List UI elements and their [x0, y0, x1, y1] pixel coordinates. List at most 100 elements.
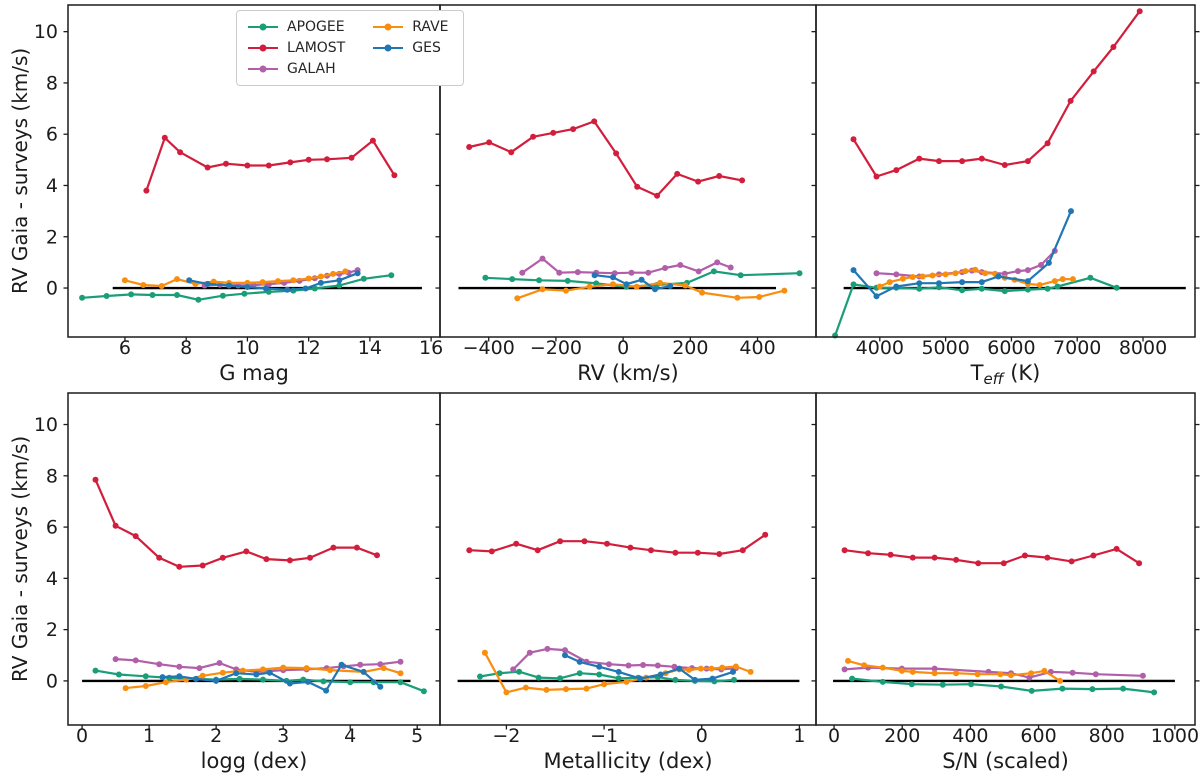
- data-point-marker: [606, 661, 612, 668]
- data-point-marker: [959, 279, 966, 286]
- data-point-marker: [357, 661, 364, 668]
- data-point-marker: [596, 663, 603, 670]
- data-point-marker: [1090, 552, 1097, 559]
- series-rave: [121, 268, 349, 289]
- data-point-marker: [613, 150, 620, 157]
- data-point-marker: [377, 661, 384, 668]
- data-point-marker: [652, 286, 658, 293]
- legend-dot-icon: [259, 44, 267, 52]
- data-point-marker: [397, 679, 404, 686]
- data-point-marker: [550, 129, 557, 136]
- data-point-marker: [482, 274, 489, 281]
- data-point-marker: [360, 668, 367, 675]
- data-point-marker: [1067, 97, 1074, 104]
- data-point-marker: [156, 554, 163, 561]
- data-point-marker: [876, 283, 883, 290]
- data-point-marker: [695, 268, 702, 275]
- data-point-marker: [265, 162, 272, 169]
- data-point-marker: [939, 681, 946, 688]
- data-point-marker: [845, 657, 851, 664]
- data-point-marker: [898, 667, 905, 674]
- data-point-marker: [657, 279, 664, 286]
- data-point-marker: [486, 139, 493, 146]
- data-point-marker: [962, 268, 969, 275]
- legend-column: APOGEE LAMOST GALAH: [248, 20, 345, 76]
- data-point-marker: [916, 280, 923, 287]
- data-point-marker: [657, 671, 664, 678]
- series-line: [468, 120, 743, 197]
- data-point-marker: [143, 187, 150, 194]
- data-point-marker: [625, 662, 632, 669]
- data-point-marker: [1041, 667, 1048, 674]
- data-point-marker: [978, 155, 985, 162]
- data-point-marker: [1024, 267, 1031, 274]
- data-point-marker: [161, 134, 168, 141]
- data-point-marker: [311, 285, 318, 292]
- data-point-marker: [132, 657, 139, 664]
- series-line: [852, 10, 1141, 178]
- series-apogee: [832, 274, 1120, 339]
- data-point-marker: [672, 549, 679, 556]
- data-point-marker: [317, 279, 324, 286]
- x-tick-label: 1000: [1151, 725, 1199, 747]
- x-tick-label: −400: [463, 337, 515, 359]
- legend-dot-icon: [384, 23, 392, 31]
- x-tick-label: 0: [828, 725, 840, 747]
- series-lamost: [466, 531, 769, 557]
- data-point-marker: [638, 276, 645, 283]
- data-point-marker: [112, 656, 119, 663]
- data-point-marker: [377, 683, 384, 690]
- data-point-marker: [226, 282, 232, 289]
- data-point-marker: [737, 272, 744, 279]
- legend-dot-icon: [384, 44, 392, 52]
- data-point-marker: [879, 664, 886, 671]
- data-point-marker: [216, 660, 223, 666]
- data-point-marker: [1069, 276, 1076, 283]
- y-tick-label: 6: [46, 517, 58, 539]
- y-axis-metallicity: [435, 423, 440, 682]
- data-point-marker: [676, 665, 683, 672]
- data-point-marker: [420, 688, 427, 695]
- x-tick-label: 10: [235, 337, 259, 359]
- data-point-marker: [204, 280, 211, 287]
- data-point-marker: [275, 278, 281, 285]
- data-point-marker: [672, 676, 679, 683]
- data-point-marker: [699, 289, 706, 296]
- y-tick-label: 0: [46, 670, 58, 692]
- data-point-marker: [563, 287, 569, 294]
- data-point-marker: [1008, 672, 1014, 679]
- y-axis-label-bottom-row: RV Gaia - surveys (km/s): [8, 435, 32, 683]
- data-point-marker: [623, 678, 630, 685]
- data-point-marker: [909, 668, 916, 675]
- data-point-marker: [562, 647, 568, 654]
- data-point-marker: [645, 269, 652, 276]
- legend-label: RAVE: [412, 19, 449, 35]
- data-point-marker: [244, 284, 251, 290]
- data-point-marker: [959, 158, 966, 165]
- legend-entry-lamost: LAMOST: [248, 41, 345, 55]
- data-point-marker: [931, 554, 938, 561]
- x-tick-label: 0: [617, 337, 629, 359]
- panel-teff: 4000 5000 6000 7000 8000 Teff (K): [811, 4, 1200, 388]
- data-point-marker: [509, 276, 516, 283]
- legend-entry-galah: GALAH: [248, 62, 345, 76]
- x-tick-label: 8: [180, 337, 192, 359]
- data-point-marker: [586, 283, 593, 290]
- data-point-marker: [637, 675, 644, 682]
- panel-metallicity: −2 −1 0 1 Metallicity (dex): [435, 392, 817, 773]
- data-point-marker: [591, 272, 598, 279]
- data-point-marker: [196, 665, 203, 672]
- data-point-marker: [873, 270, 880, 277]
- data-point-marker: [176, 563, 183, 570]
- series-apogee: [92, 667, 427, 695]
- series-line: [844, 547, 1140, 565]
- x-tick-label: 1: [793, 725, 805, 747]
- data-point-marker: [305, 678, 311, 685]
- data-point-marker: [176, 663, 183, 670]
- data-point-marker: [716, 173, 723, 179]
- x-tick-label: 0: [696, 725, 708, 747]
- data-point-marker: [481, 649, 488, 656]
- x-tick-label: 200: [884, 725, 920, 747]
- data-point-marker: [522, 684, 529, 691]
